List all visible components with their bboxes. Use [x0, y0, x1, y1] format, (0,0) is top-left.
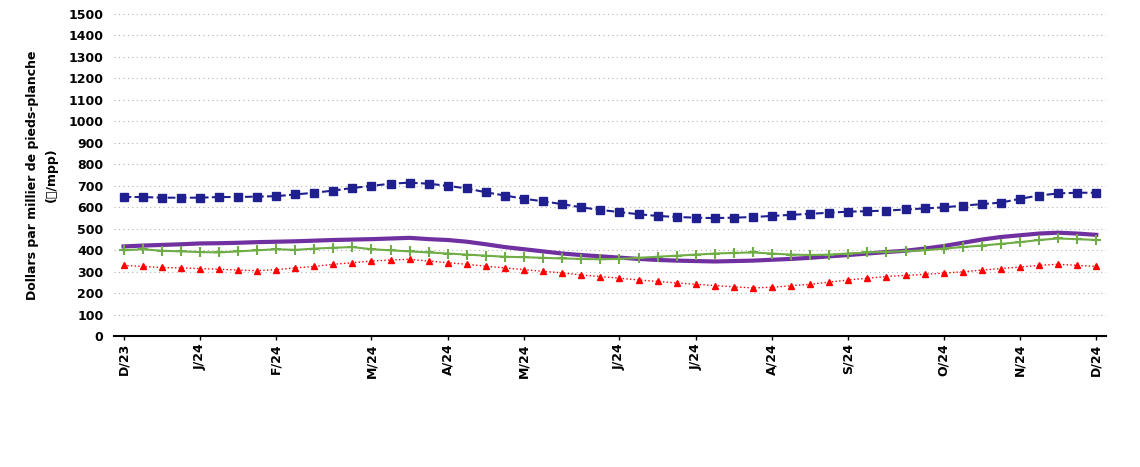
2x4 Ouest (USD): [461, 239, 474, 245]
2x4 Utilité (USD): [479, 263, 492, 269]
Line: 2x4 Ouest (USD): 2x4 Ouest (USD): [123, 233, 1097, 262]
2x4 Ouest (USD): [193, 241, 206, 246]
2x4 Est (CAD): [651, 213, 665, 219]
2x4 Ouest (USD): [632, 256, 645, 262]
2x4 Utilité (USD): [1090, 263, 1104, 269]
Composé (USD): [575, 256, 588, 262]
Composé (USD): [727, 250, 741, 256]
2x4 Est (CAD): [708, 215, 722, 221]
Composé (USD): [651, 254, 665, 260]
2x4 Est (CAD): [116, 194, 130, 200]
Legend: Composé (USD), 2x4 Est (CAD), 2x4 Ouest (USD), 2x4 Utilité (USD): Composé (USD), 2x4 Est (CAD), 2x4 Ouest …: [422, 465, 798, 467]
Composé (USD): [594, 256, 608, 262]
2x4 Utilité (USD): [784, 283, 798, 289]
Line: Composé (USD): Composé (USD): [119, 234, 1101, 264]
Composé (USD): [1051, 236, 1065, 241]
2x4 Est (CAD): [479, 190, 492, 195]
2x4 Est (CAD): [746, 214, 759, 220]
2x4 Est (CAD): [594, 207, 608, 213]
2x4 Ouest (USD): [575, 252, 588, 258]
2x4 Est (CAD): [193, 195, 206, 200]
2x4 Est (CAD): [402, 180, 416, 185]
Composé (USD): [193, 249, 206, 255]
2x4 Utilité (USD): [116, 262, 130, 268]
2x4 Ouest (USD): [1051, 230, 1065, 235]
2x4 Est (CAD): [784, 212, 798, 218]
2x4 Utilité (USD): [594, 274, 608, 279]
Line: 2x4 Est (CAD): 2x4 Est (CAD): [120, 178, 1100, 222]
2x4 Ouest (USD): [116, 244, 130, 249]
2x4 Ouest (USD): [765, 257, 779, 262]
2x4 Est (CAD): [1090, 190, 1104, 196]
Composé (USD): [765, 251, 779, 256]
2x4 Utilité (USD): [727, 284, 741, 290]
2x4 Utilité (USD): [193, 266, 206, 271]
2x4 Utilité (USD): [746, 285, 759, 290]
Y-axis label: Dollars par millier de pieds-planche
(Ⓟ/mpp): Dollars par millier de pieds-planche (Ⓟ/…: [26, 50, 57, 300]
2x4 Utilité (USD): [651, 279, 665, 284]
Line: 2x4 Utilité (USD): 2x4 Utilité (USD): [120, 256, 1100, 291]
Composé (USD): [461, 252, 474, 257]
2x4 Ouest (USD): [727, 258, 741, 264]
2x4 Ouest (USD): [708, 259, 722, 264]
Composé (USD): [116, 248, 130, 253]
2x4 Utilité (USD): [402, 256, 416, 262]
Composé (USD): [1090, 237, 1104, 243]
2x4 Ouest (USD): [1090, 232, 1104, 238]
